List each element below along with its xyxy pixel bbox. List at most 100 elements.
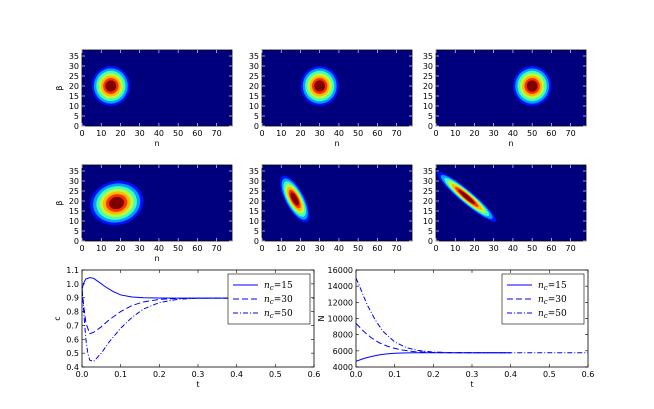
contour-level-7 [105,80,117,92]
legend-label-2: nc=30 [264,295,293,306]
y-tick-label: 15 [423,207,433,216]
y-tick-label: 5 [254,227,259,236]
x-tick-label: 10 [276,129,286,138]
x-tick-label: 0.5 [269,370,282,379]
x-tick-label: 0 [433,129,438,138]
y-tick-label: 10 [249,102,259,111]
y-tick-label: 6000 [333,347,353,356]
x-tick-label: 40 [154,129,164,138]
x-tick-label: 70 [212,244,222,253]
x-tick-label: 0.1 [114,370,127,379]
legend-symbol: n [538,281,544,291]
x-tick-label: 70 [392,129,402,138]
legend-value: =50 [548,309,567,319]
x-tick-label: 50 [173,129,183,138]
legend-value: =15 [548,281,567,291]
y-tick-label: 1.1 [66,266,79,275]
x-tick-label: 0 [79,244,84,253]
legend-subscript: c [270,284,274,292]
y-tick-label: 5 [428,227,433,236]
x-tick-label: 60 [192,129,202,138]
legend-symbol: n [538,295,544,305]
heatmap-contours [91,66,131,106]
y-tick-label: 10000 [328,315,353,324]
y-tick-label: 0.4 [66,363,79,372]
x-tick-label: 0.4 [504,370,517,379]
x-axis-label: n [154,254,159,263]
y-tick-label: 5 [74,112,79,121]
y-tick-label: 10 [423,217,433,226]
x-tick-label: 60 [546,244,556,253]
x-tick-label: 20 [115,244,125,253]
heatmap-contours [512,66,552,106]
x-tick-label: 20 [469,244,479,253]
y-tick-label: 20 [423,197,433,206]
x-tick-label: 40 [334,244,344,253]
y-tick-label: 30 [423,177,433,186]
heatmap-contours [437,172,497,222]
y-tick-label: 5 [74,227,79,236]
y-tick-label: 0 [254,122,259,131]
x-tick-label: 30 [135,129,145,138]
legend-value: =30 [274,295,293,305]
legend-label-1: nc=15 [264,281,293,292]
x-tick-label: 10 [96,244,106,253]
y-tick-label: 25 [249,187,259,196]
legend: nc=15 nc=30 nc=50 [227,273,311,325]
x-tick-label: 0.4 [230,370,243,379]
x-axis-label: n [154,139,159,148]
x-tick-label: 40 [154,244,164,253]
y-tick-label: 0 [74,237,79,246]
y-tick-label: 12000 [328,298,353,307]
x-tick-label: 30 [315,129,325,138]
y-tick-label: 20 [69,82,79,91]
series-line-3 [82,287,314,363]
y-axis-label: β [55,200,64,205]
y-tick-label: 25 [69,72,79,81]
contour-level-7 [109,196,125,210]
y-tick-label: 15 [69,92,79,101]
x-tick-label: 0 [433,244,438,253]
x-tick-label: 20 [469,129,479,138]
legend-subscript: c [544,312,548,320]
contour-level-7 [526,80,538,92]
legend-label-3: nc=50 [264,309,293,320]
y-tick-label: 30 [69,62,79,71]
legend-box [501,273,585,325]
y-tick-label: 25 [249,72,259,81]
x-axis-label: n [508,139,513,148]
axes-frame [261,164,413,242]
x-tick-label: 0 [259,244,264,253]
y-tick-label: 35 [249,52,259,61]
y-tick-label: 0 [428,237,433,246]
x-tick-label: 50 [353,244,363,253]
x-tick-label: 70 [566,129,576,138]
axes-frame [81,164,233,242]
x-tick-label: 20 [295,129,305,138]
y-axis-label: c [53,316,62,320]
axes-frame [81,49,233,127]
y-tick-label: 14000 [328,282,353,291]
legend-label-2: nc=30 [538,295,567,306]
series-lines [356,277,588,362]
x-tick-label: 0.0 [76,370,89,379]
y-tick-label: 0.8 [66,308,79,317]
x-tick-label: 60 [546,129,556,138]
x-tick-label: 0.6 [582,370,595,379]
x-tick-label: 0.2 [427,370,440,379]
y-tick-label: 1.0 [66,280,79,289]
y-tick-label: 25 [423,72,433,81]
x-tick-label: 10 [276,244,286,253]
x-tick-label: 40 [334,129,344,138]
y-tick-label: 25 [423,187,433,196]
y-tick-label: 5 [428,112,433,121]
x-tick-label: 70 [566,244,576,253]
y-tick-label: 8000 [333,331,353,340]
y-tick-label: 30 [69,177,79,186]
legend-subscript: c [270,298,274,306]
